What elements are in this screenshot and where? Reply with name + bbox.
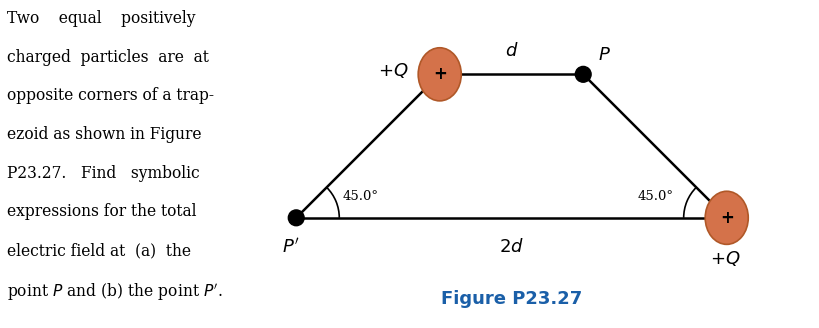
Text: 45.0°: 45.0° bbox=[637, 191, 673, 203]
Text: +: + bbox=[432, 65, 446, 83]
Text: $+Q$: $+Q$ bbox=[378, 60, 408, 79]
Text: $d$: $d$ bbox=[505, 42, 518, 60]
Text: electric field at  (a)  the: electric field at (a) the bbox=[7, 242, 191, 259]
Text: 45.0°: 45.0° bbox=[342, 191, 378, 203]
Text: P23.27.   Find   symbolic: P23.27. Find symbolic bbox=[7, 165, 200, 182]
Text: +: + bbox=[719, 209, 733, 227]
Text: expressions for the total: expressions for the total bbox=[7, 203, 197, 220]
Text: $+Q$: $+Q$ bbox=[709, 249, 740, 268]
Text: Two    equal    positively: Two equal positively bbox=[7, 10, 196, 27]
Ellipse shape bbox=[418, 48, 460, 101]
Text: point $P$ and (b) the point $P'$.: point $P$ and (b) the point $P'$. bbox=[7, 281, 223, 302]
Text: $P'$: $P'$ bbox=[282, 238, 299, 257]
Ellipse shape bbox=[704, 191, 748, 244]
Text: ezoid as shown in Figure: ezoid as shown in Figure bbox=[7, 126, 201, 143]
Text: $P$: $P$ bbox=[597, 46, 609, 64]
Circle shape bbox=[288, 210, 304, 226]
Text: Figure P23.27: Figure P23.27 bbox=[441, 290, 581, 308]
Text: charged  particles  are  at: charged particles are at bbox=[7, 49, 209, 66]
Text: opposite corners of a trap-: opposite corners of a trap- bbox=[7, 87, 214, 104]
Text: $2d$: $2d$ bbox=[499, 238, 523, 256]
Circle shape bbox=[575, 67, 590, 82]
